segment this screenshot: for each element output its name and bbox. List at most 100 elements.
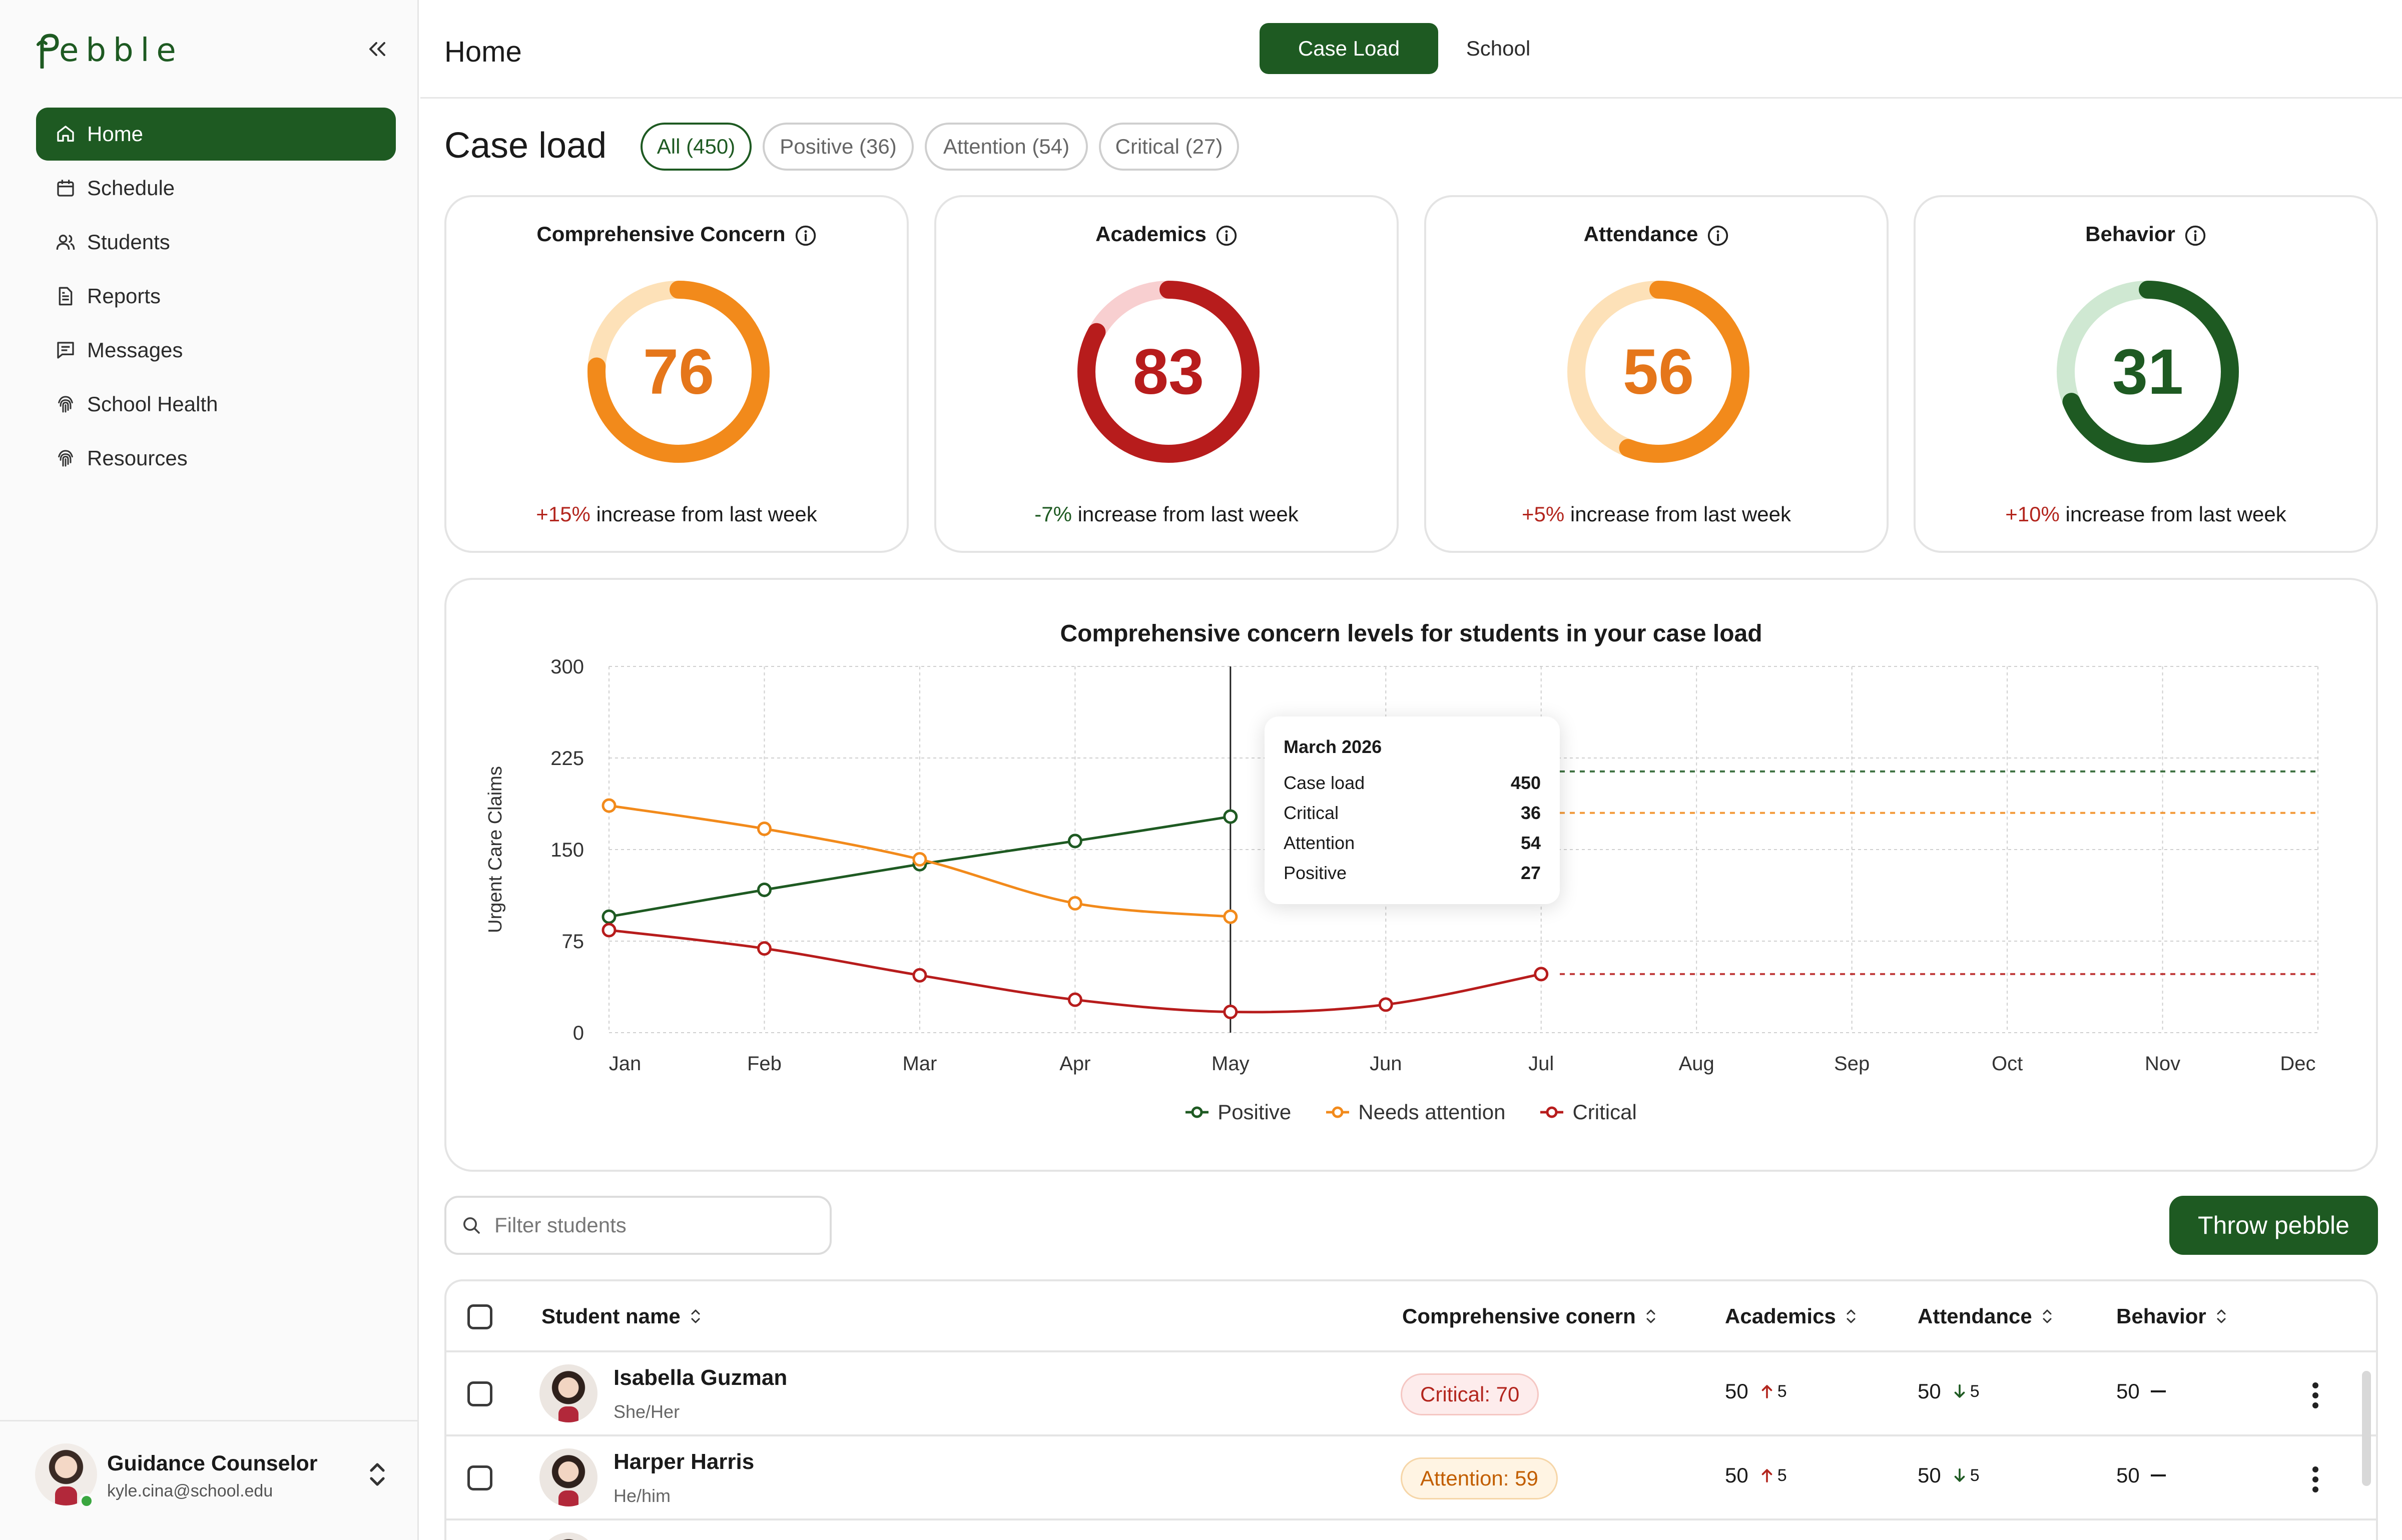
filter-chip-all[interactable]: All (450): [641, 123, 752, 171]
student-name[interactable]: Isabella Guzman: [614, 1365, 788, 1390]
info-icon[interactable]: [795, 225, 817, 247]
filter-chip-critical[interactable]: Critical (27): [1099, 123, 1239, 171]
sidebar-item-schedule[interactable]: Schedule: [36, 162, 396, 215]
dash-icon: [2150, 1474, 2166, 1476]
info-icon[interactable]: [1216, 225, 1238, 247]
legend-marker-icon: [1540, 1106, 1564, 1118]
pebble-logo[interactable]: ebble: [36, 32, 183, 69]
document-icon: [54, 285, 77, 308]
x-tick-label: Jan: [609, 1053, 642, 1075]
data-point: [757, 883, 772, 898]
sidebar-item-label: Reports: [87, 284, 161, 308]
data-point: [602, 798, 617, 813]
metric-title-text: Attendance: [1583, 222, 1698, 246]
sidebar-item-school-health[interactable]: School Health: [36, 378, 396, 431]
student-pronouns: She/Her: [614, 1401, 680, 1422]
concern-chart-card: Comprehensive concern levels for student…: [444, 578, 2378, 1172]
x-tick-label: Jun: [1370, 1053, 1402, 1075]
tab-case-load[interactable]: Case Load: [1260, 23, 1438, 74]
legend-marker-icon: [1185, 1106, 1209, 1118]
data-point: [1223, 809, 1238, 824]
column-header-comprehensive-concern[interactable]: Comprehensive conern: [1402, 1304, 1657, 1328]
student-name[interactable]: Harper Harris: [614, 1449, 755, 1474]
sidebar-item-reports[interactable]: Reports: [36, 270, 396, 323]
gauge-progress-arc: [587, 281, 770, 463]
table-row[interactable]: [446, 1520, 2376, 1540]
attendance-value: 50: [1918, 1379, 1941, 1403]
metric-delta: -7%: [1034, 502, 1072, 526]
table-row[interactable]: Harper Harris He/him Attention: 59 50 5 5…: [446, 1436, 2376, 1520]
column-label: Comprehensive conern: [1402, 1304, 1636, 1328]
sort-icon: [1646, 1309, 1655, 1323]
dash-icon: [2150, 1390, 2166, 1392]
academics-value: 50: [1725, 1379, 1748, 1403]
column-header-student-name[interactable]: Student name: [541, 1304, 702, 1328]
legend-item[interactable]: Needs attention: [1326, 1100, 1505, 1124]
concern-badge: Attention: 59: [1401, 1457, 1558, 1499]
column-header-attendance[interactable]: Attendance: [1918, 1304, 2053, 1328]
sidebar-item-home[interactable]: Home: [36, 108, 396, 161]
column-label: Attendance: [1918, 1304, 2032, 1328]
chevron-up-down-icon[interactable]: [365, 1460, 389, 1488]
gauge-ring: [1567, 281, 1749, 463]
calendar-icon: [54, 177, 77, 200]
metric-card[interactable]: Comprehensive Concern 76 +15% increase fro…: [444, 195, 909, 553]
avatar: [539, 1364, 597, 1422]
sidebar-item-resources[interactable]: Resources: [36, 432, 396, 485]
metric-gauge: 76: [586, 280, 771, 464]
x-tick-label: May: [1212, 1053, 1250, 1075]
x-tick-label: Dec: [2280, 1053, 2315, 1075]
sidebar-item-messages[interactable]: Messages: [36, 324, 396, 377]
column-header-behavior[interactable]: Behavior: [2116, 1304, 2227, 1328]
metric-title: Academics: [936, 222, 1397, 247]
pebble-logo-mark: [37, 34, 59, 69]
info-icon[interactable]: [1707, 225, 1729, 247]
tooltip-label: Critical: [1284, 803, 1339, 823]
sort-icon: [691, 1309, 700, 1323]
data-point: [1223, 1005, 1238, 1020]
sidebar-item-label: School Health: [87, 392, 218, 416]
filter-chip-positive[interactable]: Positive (36): [763, 123, 914, 171]
concern-line-chart: 0 75 150 225 300 Jan Feb Mar Apr May Jun Jul Aug Sep O…: [485, 656, 2318, 1075]
collapse-sidebar-button[interactable]: [365, 37, 389, 61]
metric-title-text: Behavior: [2085, 222, 2175, 246]
tooltip-label: Attention: [1284, 833, 1355, 853]
y-tick-label: 300: [550, 656, 584, 678]
x-tick-label: Apr: [1059, 1053, 1090, 1075]
legend-item[interactable]: Positive: [1185, 1100, 1291, 1124]
row-checkbox[interactable]: [467, 1465, 492, 1490]
filter-chip-attention[interactable]: Attention (54): [925, 123, 1088, 171]
students-table: Student name Comprehensive conern Academ…: [444, 1279, 2378, 1540]
tab-school[interactable]: School: [1466, 37, 1531, 60]
gauge-progress-arc: [2057, 281, 2239, 463]
academics-cell: 50 5: [1725, 1463, 1787, 1487]
metric-change: +15% increase from last week: [446, 502, 907, 526]
metric-change: +10% increase from last week: [1916, 502, 2376, 526]
info-icon[interactable]: [2184, 225, 2206, 247]
legend-item[interactable]: Critical: [1540, 1100, 1637, 1124]
metric-card[interactable]: Behavior 31 +10% increase from last week: [1914, 195, 2378, 553]
metric-title: Comprehensive Concern: [446, 222, 907, 247]
column-header-academics[interactable]: Academics: [1725, 1304, 1857, 1328]
select-all-checkbox[interactable]: [467, 1304, 492, 1329]
metric-delta-suffix: increase from last week: [2059, 502, 2286, 526]
metric-gauge: 31: [2056, 280, 2240, 464]
more-options-icon[interactable]: [2308, 1464, 2323, 1494]
column-label: Academics: [1725, 1304, 1836, 1328]
user-name: Guidance Counselor: [107, 1451, 318, 1475]
user-profile-card[interactable]: Guidance Counselor kyle.cina@school.edu: [0, 1420, 417, 1540]
filter-students-field[interactable]: [444, 1196, 832, 1255]
table-scrollbar[interactable]: [2362, 1371, 2371, 1486]
throw-pebble-button[interactable]: Throw pebble: [2169, 1196, 2378, 1255]
sidebar-item-students[interactable]: Students: [36, 216, 396, 269]
row-checkbox[interactable]: [467, 1381, 492, 1406]
metric-title-text: Comprehensive Concern: [536, 222, 786, 246]
search-input[interactable]: [494, 1213, 815, 1237]
metric-card[interactable]: Attendance 56 +5% increase from last week: [1424, 195, 1889, 553]
message-icon: [54, 339, 77, 362]
more-options-icon[interactable]: [2308, 1380, 2323, 1410]
metric-card[interactable]: Academics 83 -7% increase from last week: [934, 195, 1399, 553]
table-row[interactable]: Isabella Guzman She/Her Critical: 70 50 5…: [446, 1352, 2376, 1436]
gauge-ring: [2057, 281, 2239, 463]
column-label: Student name: [541, 1304, 681, 1328]
